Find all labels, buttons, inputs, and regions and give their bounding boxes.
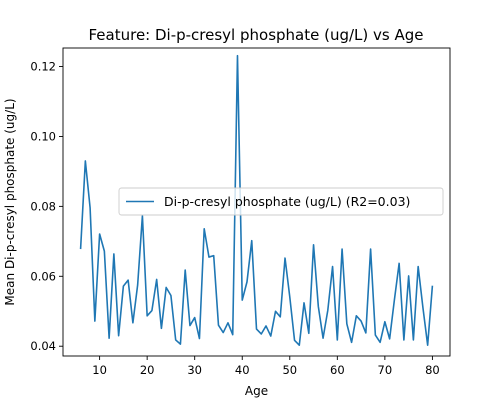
x-tick-label: 70 <box>378 363 393 377</box>
y-axis-label: Mean Di-p-cresyl phosphate (ug/L) <box>3 98 17 305</box>
plot-frame <box>62 47 451 357</box>
x-tick-label: 80 <box>425 363 440 377</box>
series-line <box>79 54 434 346</box>
y-tick-label: 0.08 <box>30 199 56 213</box>
x-tick-label: 30 <box>187 363 202 377</box>
x-tick-label: 40 <box>235 363 250 377</box>
legend-label: Di-p-cresyl phosphate (ug/L) (R2=0.03) <box>164 194 410 209</box>
x-tick-label: 10 <box>92 363 107 377</box>
x-tick-label: 20 <box>140 363 155 377</box>
y-tick-label: 0.06 <box>30 269 56 283</box>
x-tick-label: 50 <box>282 363 297 377</box>
legend-box <box>118 187 444 216</box>
legend: Di-p-cresyl phosphate (ug/L) (R2=0.03) <box>118 187 444 216</box>
y-tick-label: 0.10 <box>30 129 56 143</box>
y-tick-label: 0.12 <box>30 60 56 74</box>
chart-title: Feature: Di-p-cresyl phosphate (ug/L) vs… <box>88 26 423 44</box>
x-axis: 10 20 30 40 50 60 70 80 <box>92 356 440 377</box>
y-axis: 0.04 0.06 0.08 0.10 0.12 <box>30 60 63 353</box>
x-axis-label: Age <box>245 384 268 398</box>
x-tick-label: 60 <box>330 363 345 377</box>
y-tick-label: 0.04 <box>30 339 56 353</box>
